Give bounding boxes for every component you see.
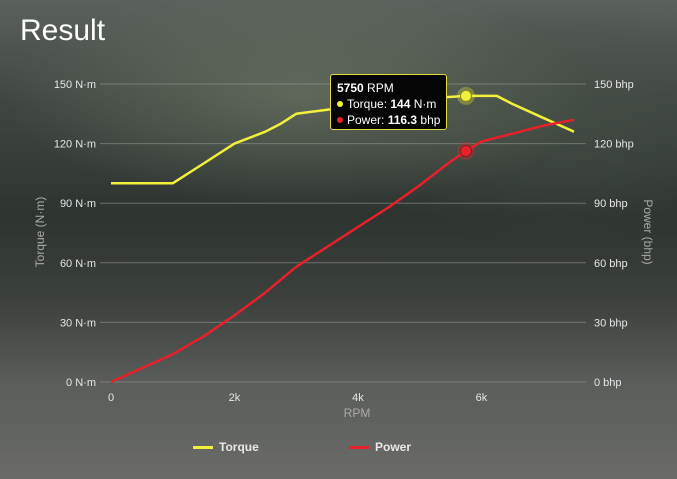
left-tick-label: 90 N·m	[60, 198, 96, 210]
tooltip-power-label: Power:	[347, 113, 388, 127]
tooltip-power-value: 116.3	[387, 113, 418, 127]
tooltip-torque-row: Torque: 144 N·m	[337, 96, 440, 112]
left-axis-title: Torque (N·m)	[33, 197, 47, 268]
power-marker	[459, 144, 472, 157]
tooltip-power-row: Power: 116.3 bhp	[337, 112, 440, 128]
left-tick-label: 120 N·m	[54, 139, 96, 151]
tooltip-rpm-value: 5750	[337, 81, 364, 95]
power-line-swatch-icon	[349, 445, 369, 449]
tooltip-power-unit: bhp	[417, 113, 441, 127]
left-tick-label: 60 N·m	[60, 258, 96, 270]
x-tick-label: 4k	[352, 392, 364, 404]
power-dot-icon	[337, 117, 343, 123]
torque-line-swatch-icon	[193, 445, 213, 449]
x-tick-label: 6k	[476, 392, 488, 404]
right-tick-label: 120 bhp	[594, 139, 634, 151]
right-tick-label: 60 bhp	[594, 258, 628, 270]
hover-tooltip: 5750 RPM Torque: 144 N·m Power: 116.3 bh…	[330, 74, 447, 130]
torque-dot-icon	[337, 101, 343, 107]
right-axis-ticks: 0 bhp 30 bhp 60 bhp 90 bhp 120 bhp 150 bhp	[594, 79, 634, 389]
left-axis-ticks: 0 N·m 30 N·m 60 N·m 90 N·m 120 N·m 150 N·m	[54, 79, 96, 389]
tooltip-header: 5750 RPM	[337, 80, 440, 96]
left-tick-label: 0 N·m	[66, 377, 96, 389]
right-tick-label: 0 bhp	[594, 377, 622, 389]
left-tick-label: 30 N·m	[60, 317, 96, 329]
series-line-power	[110, 118, 575, 384]
left-tick-label: 150 N·m	[54, 79, 96, 91]
legend-item-power[interactable]: Power	[349, 440, 411, 454]
legend-label-power: Power	[375, 440, 412, 454]
x-axis-ticks: 0 2k 4k 6k	[108, 392, 488, 404]
hover-markers	[456, 86, 475, 160]
tooltip-torque-value: 144	[390, 97, 411, 111]
tooltip-torque-label: Torque:	[347, 97, 391, 111]
chart-legend: Torque Power	[0, 440, 677, 454]
legend-item-torque[interactable]: Torque	[193, 440, 259, 454]
x-tick-label: 2k	[229, 392, 241, 404]
torque-marker	[459, 89, 472, 102]
tooltip-rpm-unit: RPM	[367, 81, 394, 95]
series-lines	[110, 94, 575, 384]
right-axis-title: Power (bhp)	[641, 199, 655, 264]
right-tick-label: 90 bhp	[594, 198, 628, 210]
tooltip-torque-unit: N·m	[410, 97, 437, 111]
right-tick-label: 150 bhp	[594, 79, 634, 91]
legend-label-torque: Torque	[219, 440, 259, 454]
x-axis-title: RPM	[344, 406, 371, 420]
x-tick-label: 0	[108, 392, 114, 404]
page-title: Result	[20, 14, 106, 47]
right-tick-label: 30 bhp	[594, 317, 628, 329]
